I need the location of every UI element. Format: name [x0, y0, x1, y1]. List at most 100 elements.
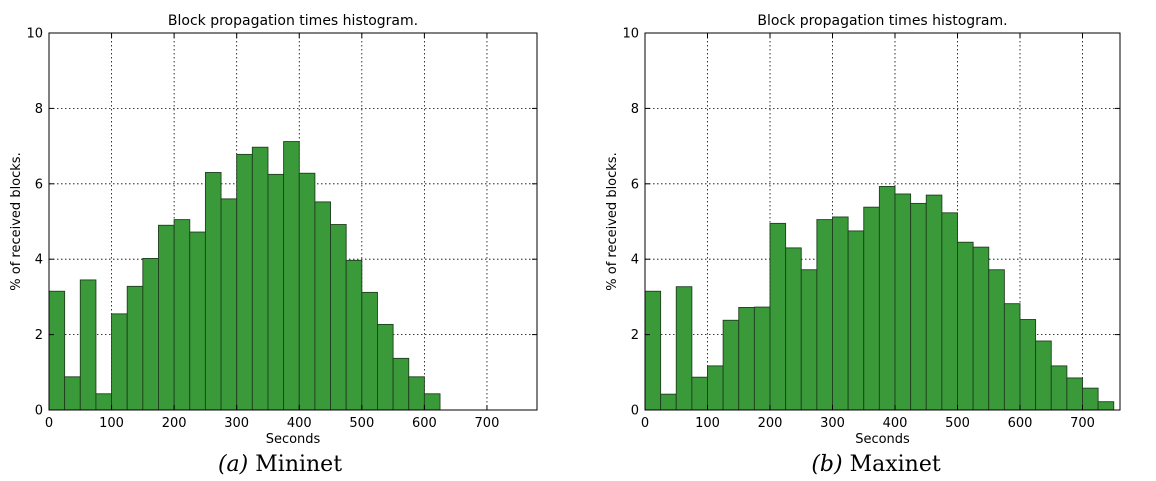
histogram-bar — [910, 202, 927, 411]
y-tick-label: 10 — [622, 27, 639, 42]
histogram-bar — [957, 241, 974, 411]
histogram-bar — [298, 172, 316, 411]
histogram-bar — [377, 323, 394, 411]
y-axis-label: % of received blocks. — [605, 152, 620, 290]
x-tick-label: 500 — [945, 416, 970, 431]
y-tick-label: 4 — [35, 253, 43, 268]
histogram-bar — [644, 290, 662, 411]
x-tick-label: 600 — [412, 416, 437, 431]
histogram-bar — [236, 153, 253, 411]
x-tick-label: 300 — [224, 416, 249, 431]
x-tick-label: 400 — [883, 416, 908, 431]
x-axis-label: Seconds — [266, 432, 321, 447]
x-tick-label: 700 — [1070, 416, 1095, 431]
histogram-bar — [738, 307, 755, 411]
histogram-bar — [1050, 365, 1068, 411]
histogram-bar — [345, 259, 363, 411]
histogram-bar — [847, 230, 865, 411]
histogram-bar — [863, 206, 880, 411]
x-tick-label: 100 — [99, 416, 124, 431]
histogram-bar — [707, 365, 724, 411]
y-tick-label: 6 — [631, 177, 639, 192]
y-axis-label: % of received blocks. — [9, 152, 24, 290]
histogram-bar — [189, 231, 206, 411]
histogram-bar — [220, 198, 238, 411]
caption-mininet: (a) Mininet — [0, 452, 560, 477]
y-tick-label: 10 — [26, 27, 43, 42]
histogram-bar — [204, 172, 222, 411]
y-tick-label: 2 — [631, 328, 639, 343]
histogram-bar — [722, 319, 740, 411]
histogram-bar — [972, 246, 990, 411]
x-tick-label: 300 — [820, 416, 845, 431]
histogram-bar — [64, 376, 81, 411]
y-tick-label: 0 — [631, 404, 639, 419]
caption-text: Maxinet — [849, 452, 941, 477]
histogram-bar — [126, 285, 144, 411]
caption-label: (b) — [811, 452, 843, 477]
x-tick-label: 0 — [45, 416, 53, 431]
histogram-bar — [691, 376, 708, 411]
caption-text: Mininet — [255, 452, 343, 477]
y-tick-label: 2 — [35, 328, 43, 343]
histogram-bar — [1082, 387, 1099, 411]
histogram-bar — [988, 269, 1005, 411]
histogram-bar — [408, 376, 425, 411]
x-tick-label: 400 — [287, 416, 312, 431]
histogram-bar — [251, 146, 269, 411]
chart-title: Block propagation times histogram. — [757, 13, 1007, 29]
histogram-bar — [48, 290, 66, 411]
x-tick-label: 500 — [349, 416, 374, 431]
histogram-bar — [142, 257, 159, 411]
x-axis-label: Seconds — [855, 432, 910, 447]
histogram-bar — [361, 291, 378, 411]
histogram-bar — [1035, 340, 1052, 411]
x-tick-label: 200 — [162, 416, 187, 431]
histogram-bar — [423, 393, 441, 411]
histogram-bar — [832, 216, 849, 411]
histogram-bar — [158, 224, 175, 411]
y-tick-label: 8 — [631, 102, 639, 117]
histogram-bar — [660, 393, 677, 411]
caption-label: (a) — [217, 452, 249, 477]
histogram-bar — [878, 185, 896, 411]
x-tick-label: 100 — [695, 416, 720, 431]
histogram-bar — [785, 247, 802, 411]
histogram-bar — [769, 222, 787, 411]
y-tick-label: 8 — [35, 102, 43, 117]
histogram-bar — [392, 357, 410, 411]
plot-frame — [644, 32, 1121, 411]
chart-panel-mininet: 0 100 200 300 400 500 600 700 0 2 4 6 8 10 Block propa… — [0, 0, 560, 481]
histogram-bar — [95, 393, 113, 411]
histogram-bar — [111, 313, 128, 411]
y-tick-label: 0 — [35, 404, 43, 419]
x-tick-label: 0 — [641, 416, 649, 431]
histogram-bar — [79, 279, 97, 411]
histogram-bar — [173, 219, 191, 411]
y-tick-label: 4 — [631, 253, 639, 268]
histogram-bar — [925, 194, 943, 411]
histogram-bar — [1003, 303, 1021, 411]
x-tick-label: 700 — [475, 416, 500, 431]
histogram-bar — [1066, 377, 1083, 411]
chart-panel-maxinet: 0 100 200 300 400 500 600 700 0 2 4 6 8 10 Block propa… — [596, 0, 1156, 481]
histogram-bar — [941, 212, 958, 411]
histogram-bar — [283, 141, 300, 411]
caption-maxinet: (b) Maxinet — [596, 452, 1156, 477]
histogram-mininet: 0 100 200 300 400 500 600 700 0 2 4 6 8 10 Block propa… — [9, 13, 538, 447]
histogram-bar — [330, 224, 347, 411]
histogram-bar — [753, 306, 771, 411]
histogram-bar — [1019, 319, 1037, 411]
y-tick-label: 6 — [35, 177, 43, 192]
x-tick-label: 200 — [758, 416, 783, 431]
histogram-bar — [267, 173, 285, 411]
histogram-bar — [816, 219, 833, 411]
plot-frame — [48, 32, 538, 411]
histogram-bar — [675, 286, 693, 411]
histogram-bar — [800, 269, 818, 411]
histogram-maxinet: 0 100 200 300 400 500 600 700 0 2 4 6 8 10 Block propa… — [605, 13, 1121, 447]
histogram-bar — [1097, 401, 1115, 411]
histogram-bar — [894, 193, 912, 411]
chart-title: Block propagation times histogram. — [168, 13, 418, 29]
x-tick-label: 600 — [1008, 416, 1033, 431]
